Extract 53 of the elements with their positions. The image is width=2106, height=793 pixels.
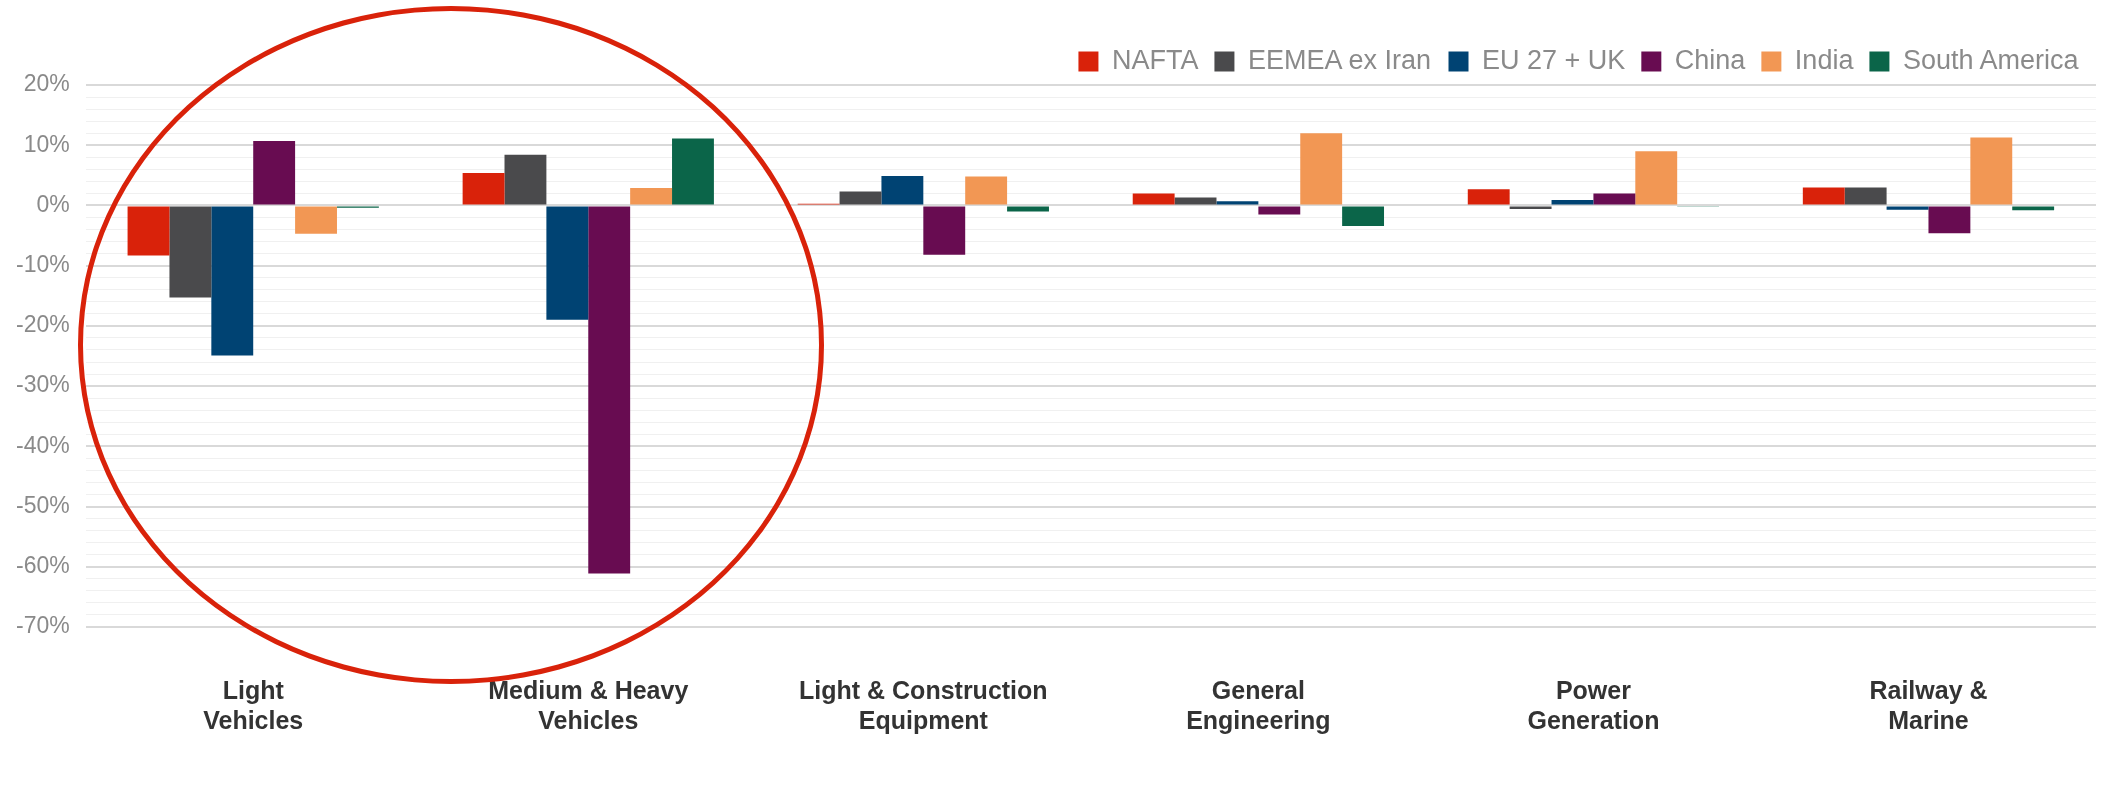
x-tick-label: General Engineering (1186, 675, 1331, 734)
bar (295, 206, 337, 234)
legend-label: EEMEA ex Iran (1247, 44, 1432, 75)
y-tick-label: 0% (36, 190, 70, 217)
legend-label: India (1794, 44, 1855, 75)
bar (1258, 206, 1301, 215)
bar (462, 172, 505, 205)
bar (1928, 206, 1971, 234)
y-tick-label: -20% (15, 311, 70, 338)
y-tick-label: -10% (15, 251, 70, 278)
bar (169, 206, 212, 298)
x-tick-label: Medium & Heavy Vehicles (488, 675, 689, 734)
bar (1216, 201, 1259, 205)
bar (588, 206, 631, 574)
bar (2012, 206, 2055, 211)
legend-label: China (1674, 44, 1747, 75)
bar (211, 206, 254, 356)
x-tick-label: Power Generation (1527, 675, 1660, 734)
bar (630, 187, 673, 205)
x-tick-label: Light & Construction Equipment (799, 675, 1048, 734)
legend-label: EU 27 + UK (1482, 44, 1626, 75)
bar (1593, 193, 1636, 205)
bar (1886, 206, 1929, 210)
bar (1132, 193, 1175, 205)
bar (839, 191, 882, 205)
bar (546, 206, 589, 320)
bar (1300, 133, 1343, 205)
y-tick-label: -30% (15, 371, 70, 398)
y-tick-label: 10% (23, 130, 70, 157)
y-tick-label: -70% (15, 612, 70, 639)
bar (965, 176, 1008, 205)
legend-label: NAFTA (1111, 44, 1199, 75)
bar (1635, 151, 1678, 205)
legend-label: South America (1902, 44, 2080, 75)
bar (1970, 137, 2013, 205)
bar (1007, 206, 1049, 212)
bar (1844, 187, 1887, 205)
x-tick-label: Light Vehicles (203, 675, 304, 734)
bar (1467, 189, 1510, 205)
bar (672, 138, 714, 205)
bar (923, 206, 966, 255)
bar (881, 175, 924, 205)
bar (1509, 206, 1552, 210)
y-tick-label: -40% (15, 431, 70, 458)
bar (1342, 206, 1385, 226)
bar (1802, 187, 1845, 205)
bar (127, 206, 170, 256)
bar (504, 154, 547, 205)
y-tick-label: 20% (23, 70, 70, 97)
x-tick-label: Railway & Marine (1869, 675, 1988, 734)
y-tick-label: -50% (15, 491, 70, 518)
y-tick-label: -60% (15, 552, 70, 579)
bar (253, 141, 296, 205)
